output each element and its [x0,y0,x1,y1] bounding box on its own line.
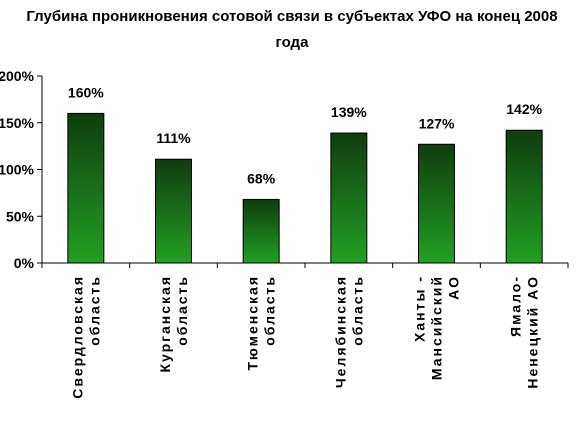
data-label: 111% [156,130,191,146]
y-tick-label: 100% [0,162,35,178]
data-label: 68% [247,170,276,186]
y-tick-label: 150% [0,115,35,131]
bar [505,129,543,264]
chart-title-line-2: года [276,34,310,51]
y-tick-label: 200% [0,68,35,84]
data-label: 142% [506,101,542,117]
x-tick-label: Ямало-Ненецкий АО [508,275,541,389]
x-tick-label: Тюменскаяобласть [245,275,278,371]
x-tick-label: Свердловскаяобласть [69,275,102,399]
data-label: 127% [419,115,455,131]
y-tick-label: 50% [6,208,35,224]
bar [67,112,105,264]
chart-title-line-1: Глубина проникновения сотовой связи в су… [26,8,557,25]
y-tick-label: 0% [14,255,35,271]
x-tick-label: Ханты -МансийскийАО [412,275,462,380]
bar [155,158,192,264]
bar [330,132,368,264]
plot-area: 0% 50% 100% 150% 200% 160% Свердловскаяобласть… [0,68,569,399]
bar [418,143,455,264]
data-label: 160% [68,84,104,100]
bar [242,198,280,264]
x-tick-label: Челябинскаяобласть [332,275,365,388]
x-tick-label: Курганскаяобласть [157,275,190,373]
data-label: 139% [331,104,367,120]
